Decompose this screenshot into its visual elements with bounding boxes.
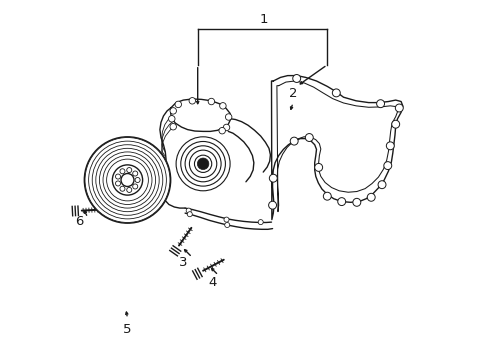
Circle shape <box>219 103 225 109</box>
Circle shape <box>121 174 134 186</box>
Circle shape <box>391 120 399 128</box>
Circle shape <box>366 193 374 201</box>
Circle shape <box>352 198 360 206</box>
Circle shape <box>175 101 181 108</box>
Circle shape <box>197 158 208 170</box>
Circle shape <box>126 188 131 193</box>
Circle shape <box>120 186 125 191</box>
Circle shape <box>189 98 195 104</box>
Text: 4: 4 <box>207 276 216 289</box>
Circle shape <box>185 146 221 182</box>
Circle shape <box>314 163 322 171</box>
Text: 6: 6 <box>75 215 83 228</box>
Circle shape <box>376 100 384 108</box>
Circle shape <box>115 174 121 179</box>
Circle shape <box>224 222 229 228</box>
Circle shape <box>386 142 393 150</box>
Circle shape <box>186 208 191 213</box>
Circle shape <box>170 123 176 130</box>
Circle shape <box>219 127 225 134</box>
Circle shape <box>377 181 385 189</box>
Text: 2: 2 <box>288 87 297 100</box>
Circle shape <box>84 137 170 223</box>
Text: 1: 1 <box>260 13 268 26</box>
Polygon shape <box>271 76 402 220</box>
Circle shape <box>194 155 211 172</box>
Circle shape <box>187 212 192 217</box>
Polygon shape <box>170 99 230 131</box>
Circle shape <box>394 104 403 112</box>
Circle shape <box>337 198 345 206</box>
Circle shape <box>292 75 300 82</box>
Circle shape <box>305 134 313 141</box>
Circle shape <box>168 116 175 122</box>
Circle shape <box>112 165 142 195</box>
Circle shape <box>126 167 131 172</box>
Circle shape <box>132 171 138 176</box>
Circle shape <box>115 181 121 186</box>
Circle shape <box>332 89 340 97</box>
Circle shape <box>181 141 225 186</box>
Circle shape <box>120 169 125 174</box>
Text: 3: 3 <box>179 256 187 269</box>
Circle shape <box>269 174 277 182</box>
Circle shape <box>224 217 228 222</box>
Circle shape <box>383 162 391 170</box>
Circle shape <box>170 108 176 114</box>
Circle shape <box>268 201 276 209</box>
Circle shape <box>176 137 230 191</box>
Circle shape <box>223 124 229 131</box>
Circle shape <box>225 114 231 120</box>
Circle shape <box>135 177 140 183</box>
Circle shape <box>132 184 138 189</box>
Circle shape <box>289 137 298 145</box>
Circle shape <box>189 150 216 177</box>
Circle shape <box>323 192 330 200</box>
Text: 5: 5 <box>123 323 131 336</box>
Circle shape <box>208 98 214 105</box>
Circle shape <box>258 220 263 225</box>
